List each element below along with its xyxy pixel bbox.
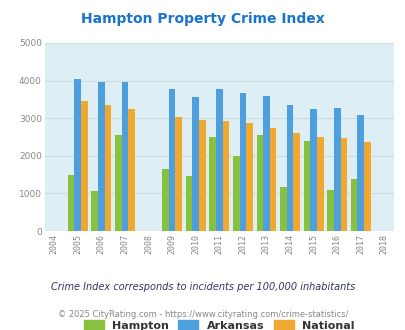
Bar bbox=[350, 179, 357, 231]
Bar bbox=[245, 123, 252, 231]
Text: © 2025 CityRating.com - https://www.cityrating.com/crime-statistics/: © 2025 CityRating.com - https://www.city… bbox=[58, 310, 347, 319]
Bar bbox=[316, 137, 323, 231]
Bar bbox=[239, 93, 245, 231]
Bar bbox=[256, 135, 262, 231]
Bar bbox=[168, 89, 175, 231]
Bar bbox=[292, 133, 299, 231]
Bar bbox=[185, 176, 192, 231]
Bar bbox=[104, 105, 111, 231]
Bar bbox=[232, 156, 239, 231]
Bar bbox=[115, 135, 121, 231]
Bar bbox=[209, 137, 215, 231]
Bar bbox=[175, 117, 181, 231]
Bar bbox=[286, 105, 292, 231]
Bar bbox=[303, 141, 309, 231]
Bar bbox=[326, 190, 333, 231]
Text: Hampton Property Crime Index: Hampton Property Crime Index bbox=[81, 12, 324, 25]
Bar bbox=[198, 120, 205, 231]
Bar bbox=[279, 186, 286, 231]
Bar bbox=[269, 128, 276, 231]
Bar bbox=[262, 96, 269, 231]
Bar bbox=[68, 175, 74, 231]
Legend: Hampton, Arkansas, National: Hampton, Arkansas, National bbox=[79, 315, 358, 330]
Bar bbox=[215, 89, 222, 231]
Bar bbox=[74, 79, 81, 231]
Bar bbox=[128, 109, 134, 231]
Bar bbox=[162, 169, 168, 231]
Bar bbox=[357, 115, 363, 231]
Bar bbox=[340, 139, 346, 231]
Bar bbox=[222, 121, 228, 231]
Bar bbox=[81, 101, 87, 231]
Bar bbox=[309, 109, 316, 231]
Bar bbox=[121, 82, 128, 231]
Text: Crime Index corresponds to incidents per 100,000 inhabitants: Crime Index corresponds to incidents per… bbox=[51, 282, 354, 292]
Bar bbox=[91, 191, 98, 231]
Bar bbox=[333, 108, 340, 231]
Bar bbox=[98, 82, 104, 231]
Bar bbox=[192, 97, 198, 231]
Bar bbox=[363, 142, 370, 231]
